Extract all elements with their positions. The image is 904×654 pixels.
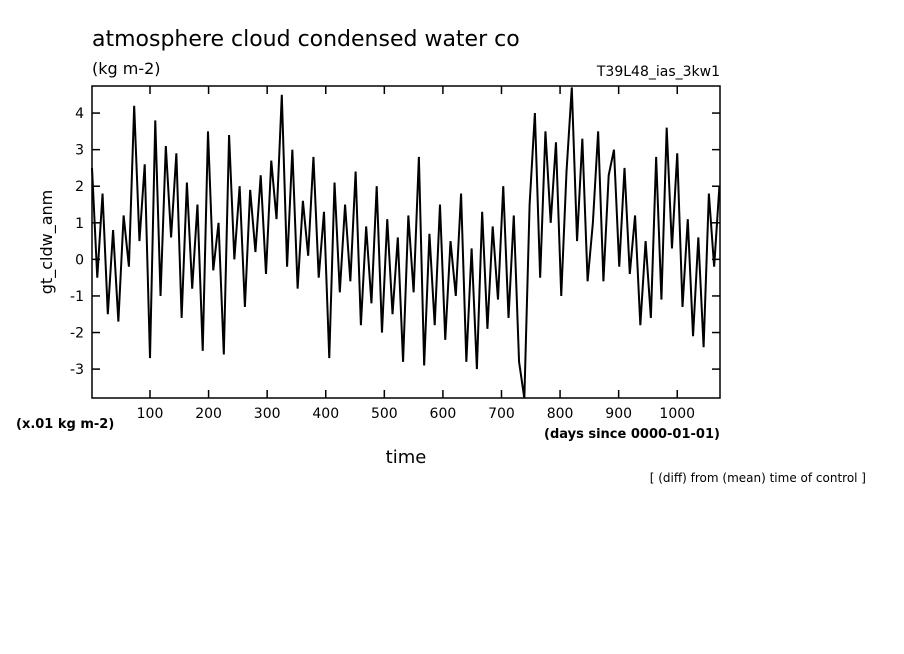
x-tick-label: 200	[195, 406, 222, 422]
plot-frame	[91, 85, 721, 399]
y-tick-label: 4	[75, 106, 84, 122]
x-units: (days since 0000-01-01)	[544, 427, 720, 442]
x-axis-label: time	[386, 447, 427, 468]
y-tick-label: -3	[70, 362, 84, 378]
y-tick-label: -1	[70, 289, 84, 305]
x-tick-label: 600	[430, 406, 457, 422]
x-tick-label: 500	[371, 406, 398, 422]
chart-title: atmosphere cloud condensed water co	[92, 27, 520, 52]
x-tick-label: 400	[312, 406, 339, 422]
x-tick-label: 1000	[659, 406, 695, 422]
y-tick-label: 3	[75, 143, 84, 159]
note: [ (diff) from (mean) time of control ]	[650, 471, 866, 485]
y-axis-label: gt_cldw_anm	[37, 190, 57, 294]
y-tick-label: 1	[75, 216, 84, 232]
y-tick-label: 2	[75, 179, 84, 195]
x-tick-label: 100	[137, 406, 164, 422]
x-tick-label: 900	[605, 406, 632, 422]
x-tick-label: 300	[254, 406, 281, 422]
experiment: T39L48_ias_3kw1	[596, 64, 720, 80]
data-line	[91, 87, 721, 399]
units: (kg m-2)	[92, 59, 161, 78]
x-tick-label: 700	[488, 406, 515, 422]
x-tick-label: 800	[547, 406, 574, 422]
y-tick-label: -2	[70, 326, 84, 342]
y-units: (x.01 kg m-2)	[16, 417, 114, 432]
y-tick-label: 0	[75, 252, 84, 268]
